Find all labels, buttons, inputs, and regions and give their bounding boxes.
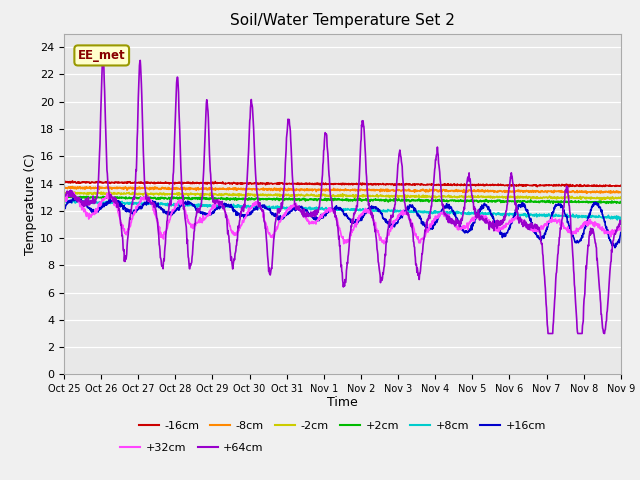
Title: Soil/Water Temperature Set 2: Soil/Water Temperature Set 2 (230, 13, 455, 28)
+16cm (171, 209, 179, 215)
+8cm (170, 203, 178, 208)
+16cm (429, 225, 437, 231)
-2cm (598, 197, 605, 203)
-16cm (565, 184, 573, 190)
Line: +2cm: +2cm (64, 196, 621, 204)
-16cm (617, 182, 625, 188)
+32cm (502, 220, 510, 226)
+32cm (429, 219, 437, 225)
Line: -16cm: -16cm (64, 181, 621, 187)
-16cm (60, 180, 68, 185)
-8cm (583, 191, 591, 196)
+64cm (429, 184, 437, 190)
-2cm (429, 195, 437, 201)
Legend: +32cm, +64cm: +32cm, +64cm (116, 439, 268, 457)
-2cm (551, 194, 559, 200)
+8cm (60, 197, 68, 203)
+2cm (61, 193, 68, 199)
+2cm (184, 196, 192, 202)
+16cm (617, 229, 625, 235)
Line: -2cm: -2cm (64, 192, 621, 200)
+2cm (429, 197, 437, 203)
+16cm (502, 232, 509, 238)
+2cm (502, 199, 509, 204)
Line: +32cm: +32cm (64, 192, 621, 244)
-8cm (617, 190, 625, 195)
-8cm (502, 189, 509, 194)
+2cm (171, 195, 179, 201)
+2cm (60, 193, 68, 199)
+32cm (552, 216, 559, 222)
+2cm (602, 201, 610, 206)
+32cm (246, 205, 254, 211)
-16cm (68, 178, 76, 184)
-2cm (65, 189, 72, 195)
-8cm (551, 188, 559, 194)
-16cm (184, 180, 192, 186)
+32cm (171, 204, 179, 210)
+64cm (552, 285, 559, 290)
+2cm (617, 199, 625, 205)
+8cm (184, 203, 191, 209)
+8cm (614, 217, 621, 223)
+16cm (551, 203, 559, 209)
Line: +8cm: +8cm (64, 200, 621, 220)
X-axis label: Time: Time (327, 396, 358, 408)
-8cm (60, 185, 68, 191)
-2cm (246, 191, 254, 197)
Text: EE_met: EE_met (78, 49, 125, 62)
-2cm (171, 191, 179, 196)
+8cm (246, 203, 254, 209)
-2cm (502, 195, 509, 201)
+2cm (551, 199, 559, 204)
+16cm (184, 200, 192, 206)
+64cm (544, 331, 552, 336)
-16cm (502, 182, 509, 188)
+32cm (340, 241, 348, 247)
-2cm (617, 194, 625, 200)
-8cm (246, 186, 254, 192)
+8cm (502, 211, 509, 217)
-8cm (429, 187, 437, 192)
+8cm (617, 215, 625, 221)
-8cm (171, 185, 179, 191)
+64cm (502, 208, 509, 214)
+32cm (68, 189, 76, 195)
+8cm (429, 209, 436, 215)
+16cm (246, 209, 254, 215)
+2cm (246, 196, 254, 202)
Line: -8cm: -8cm (64, 186, 621, 193)
+16cm (60, 204, 68, 209)
-16cm (171, 181, 179, 187)
+64cm (184, 254, 192, 260)
+16cm (611, 245, 619, 251)
-8cm (184, 186, 192, 192)
+32cm (184, 217, 192, 223)
+8cm (551, 213, 559, 218)
+64cm (171, 134, 179, 140)
Y-axis label: Temperature (C): Temperature (C) (24, 153, 37, 255)
+32cm (60, 197, 68, 203)
-16cm (551, 182, 559, 188)
-2cm (184, 191, 192, 197)
Line: +16cm: +16cm (64, 198, 621, 248)
-16cm (246, 180, 254, 186)
+64cm (246, 105, 254, 110)
+64cm (617, 220, 625, 226)
-8cm (95, 183, 102, 189)
+16cm (73, 195, 81, 201)
+64cm (99, 56, 107, 61)
-16cm (429, 182, 437, 188)
+64cm (60, 191, 68, 196)
Line: +64cm: +64cm (64, 59, 621, 334)
-2cm (60, 191, 68, 197)
+32cm (617, 225, 625, 230)
